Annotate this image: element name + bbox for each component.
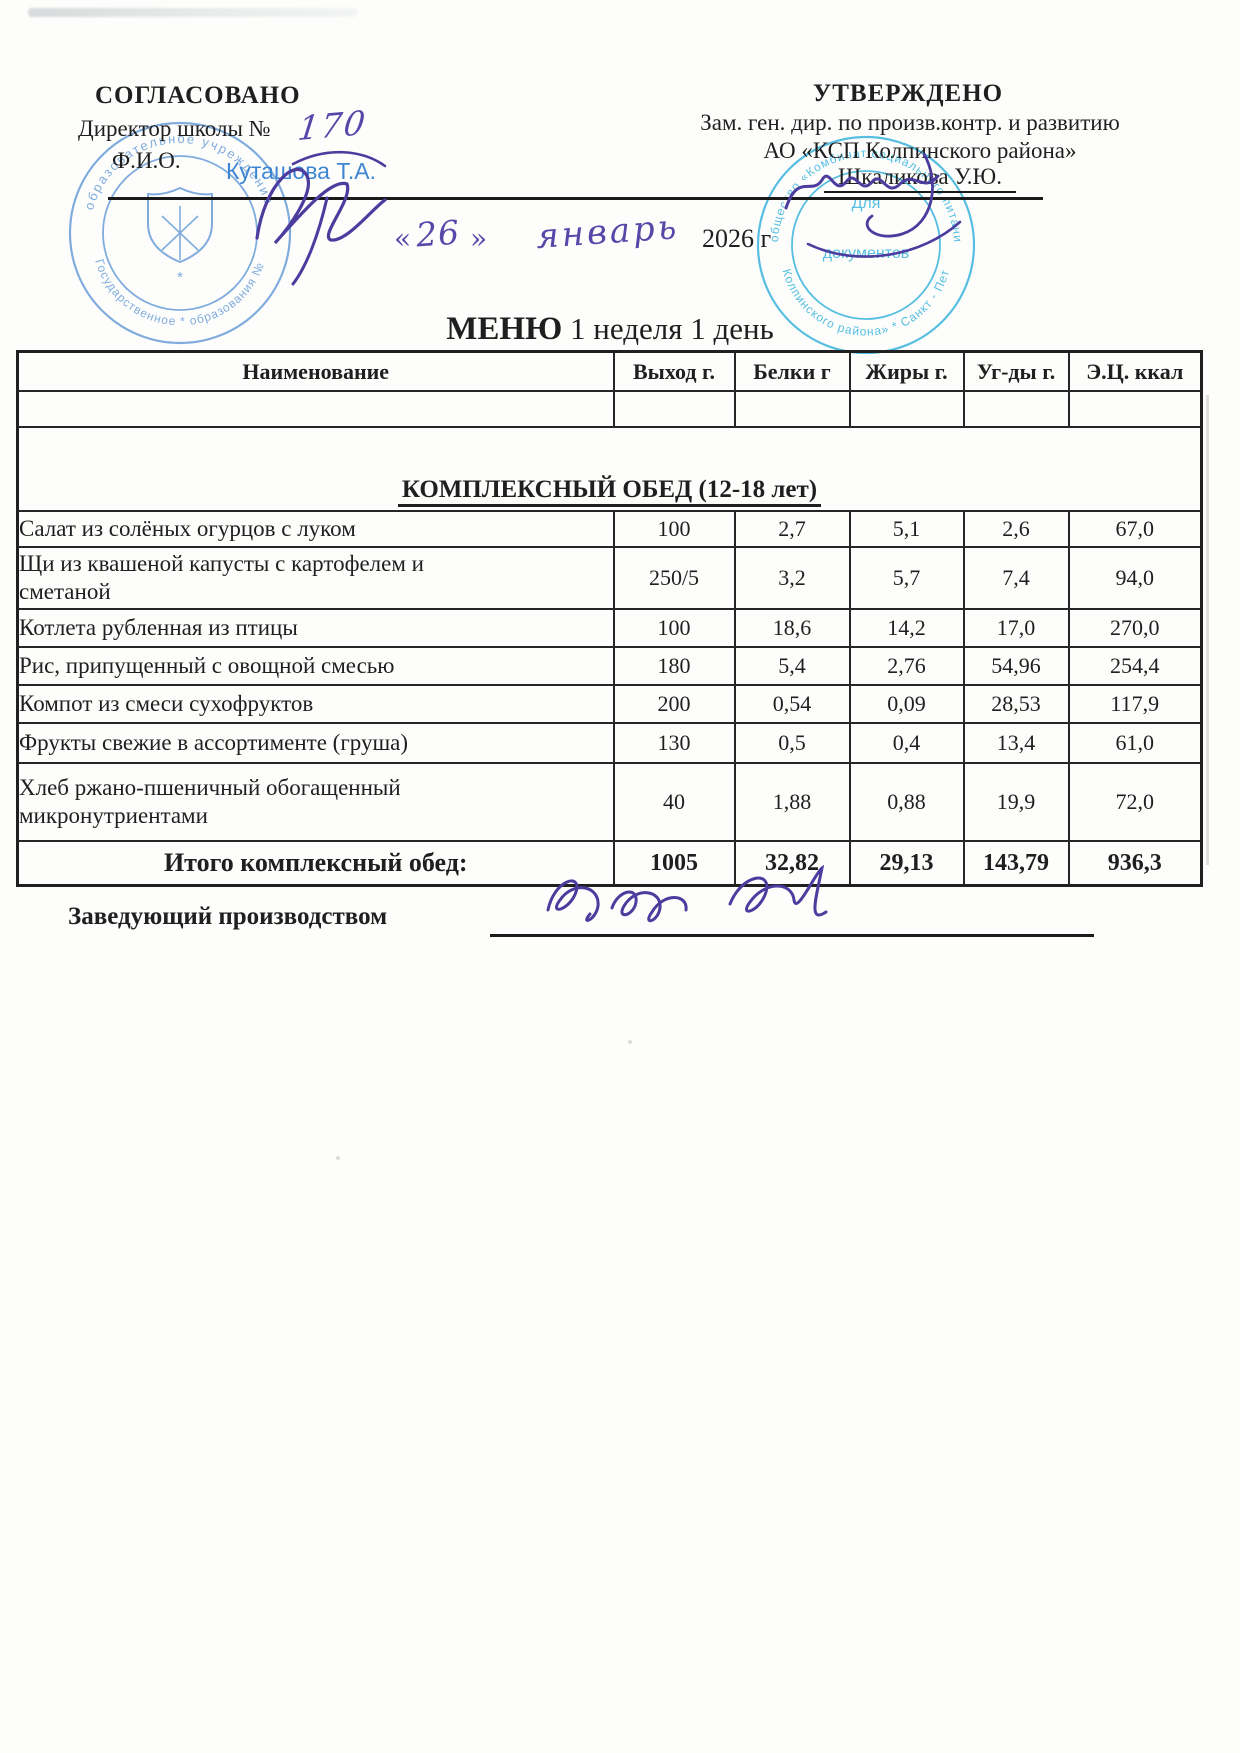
approver-signature-scribble xyxy=(784,152,962,258)
date-close-quote: » xyxy=(470,222,488,255)
col-header-protein: Белки г xyxy=(733,350,851,392)
signature-rule-line xyxy=(108,197,1043,200)
table-row: Салат из солёных огурцов с луком 100 2,7… xyxy=(16,510,1203,548)
agreed-heading: СОГЛАСОВАНО xyxy=(95,82,301,109)
ksp-round-stamp: Для документов общество «Комбинат социал… xyxy=(748,130,976,355)
approver-position-line1: Зам. ген. дир. по произв.контр. и развит… xyxy=(700,110,1120,135)
menu-table: Наименование Выход г. Белки г Жиры г. Уг… xyxy=(16,350,1203,887)
approver-organization: АО «КСП Колпинского района» xyxy=(763,138,1077,163)
table-row: Котлета рубленная из птицы 100 18,6 14,2… xyxy=(16,608,1203,648)
date-year: 2026 г xyxy=(702,224,772,253)
scan-speck xyxy=(336,1156,340,1160)
section-title: КОМПЛЕКСНЫЙ ОБЕД (12-18 лет) xyxy=(397,476,822,507)
handwritten-day: 26 xyxy=(414,212,462,255)
director-signature-scribble xyxy=(255,150,387,286)
section-row: КОМПЛЕКСНЫЙ ОБЕД (12-18 лет) xyxy=(16,426,1203,512)
production-manager-label: Заведующий производством xyxy=(68,903,388,930)
scan-edge-shadow xyxy=(1206,395,1209,865)
total-row: Итого комплексный обед: 1005 32,82 29,13… xyxy=(16,840,1203,887)
table-row: Щи из квашеной капусты с картофелем и сме… xyxy=(16,546,1203,610)
empty-row xyxy=(16,390,1203,428)
stamp-star: * xyxy=(177,269,183,286)
col-header-name: Наименование xyxy=(16,350,615,392)
table-row: Рис, припущенный с овощной смесью 180 5,… xyxy=(16,646,1203,686)
col-header-kcal: Э.Ц. ккал xyxy=(1067,350,1203,392)
stamp-center-line2: документов xyxy=(823,245,910,262)
table-header-row: Наименование Выход г. Белки г Жиры г. Уг… xyxy=(16,350,1203,392)
table-row: Хлеб ржано-пшеничный обогащенный микронут… xyxy=(16,762,1203,842)
fio-label: Ф.И.О. xyxy=(112,148,181,173)
menu-title: МЕНЮ 1 неделя 1 день xyxy=(446,311,774,347)
col-header-output: Выход г. xyxy=(612,350,736,392)
date-open-quote: « xyxy=(394,222,412,255)
footer-signature-line xyxy=(490,934,1094,937)
col-header-fat: Жиры г. xyxy=(848,350,965,392)
handwritten-month: январь xyxy=(534,207,681,257)
table-row: Фрукты свежие в ассортименте (груша) 130… xyxy=(16,722,1203,764)
scan-speck xyxy=(628,1040,632,1044)
col-header-carbs: Уг-ды г. xyxy=(962,350,1070,392)
approved-heading: УТВЕРЖДЕНО xyxy=(812,80,1004,107)
stamp-crest-shield xyxy=(147,186,213,264)
director-line: Директор школы № xyxy=(78,116,271,141)
scan-smudge xyxy=(28,8,358,17)
production-manager-signature-scribble xyxy=(546,864,828,923)
table-row: Компот из смеси сухофруктов 200 0,54 0,0… xyxy=(16,684,1203,724)
